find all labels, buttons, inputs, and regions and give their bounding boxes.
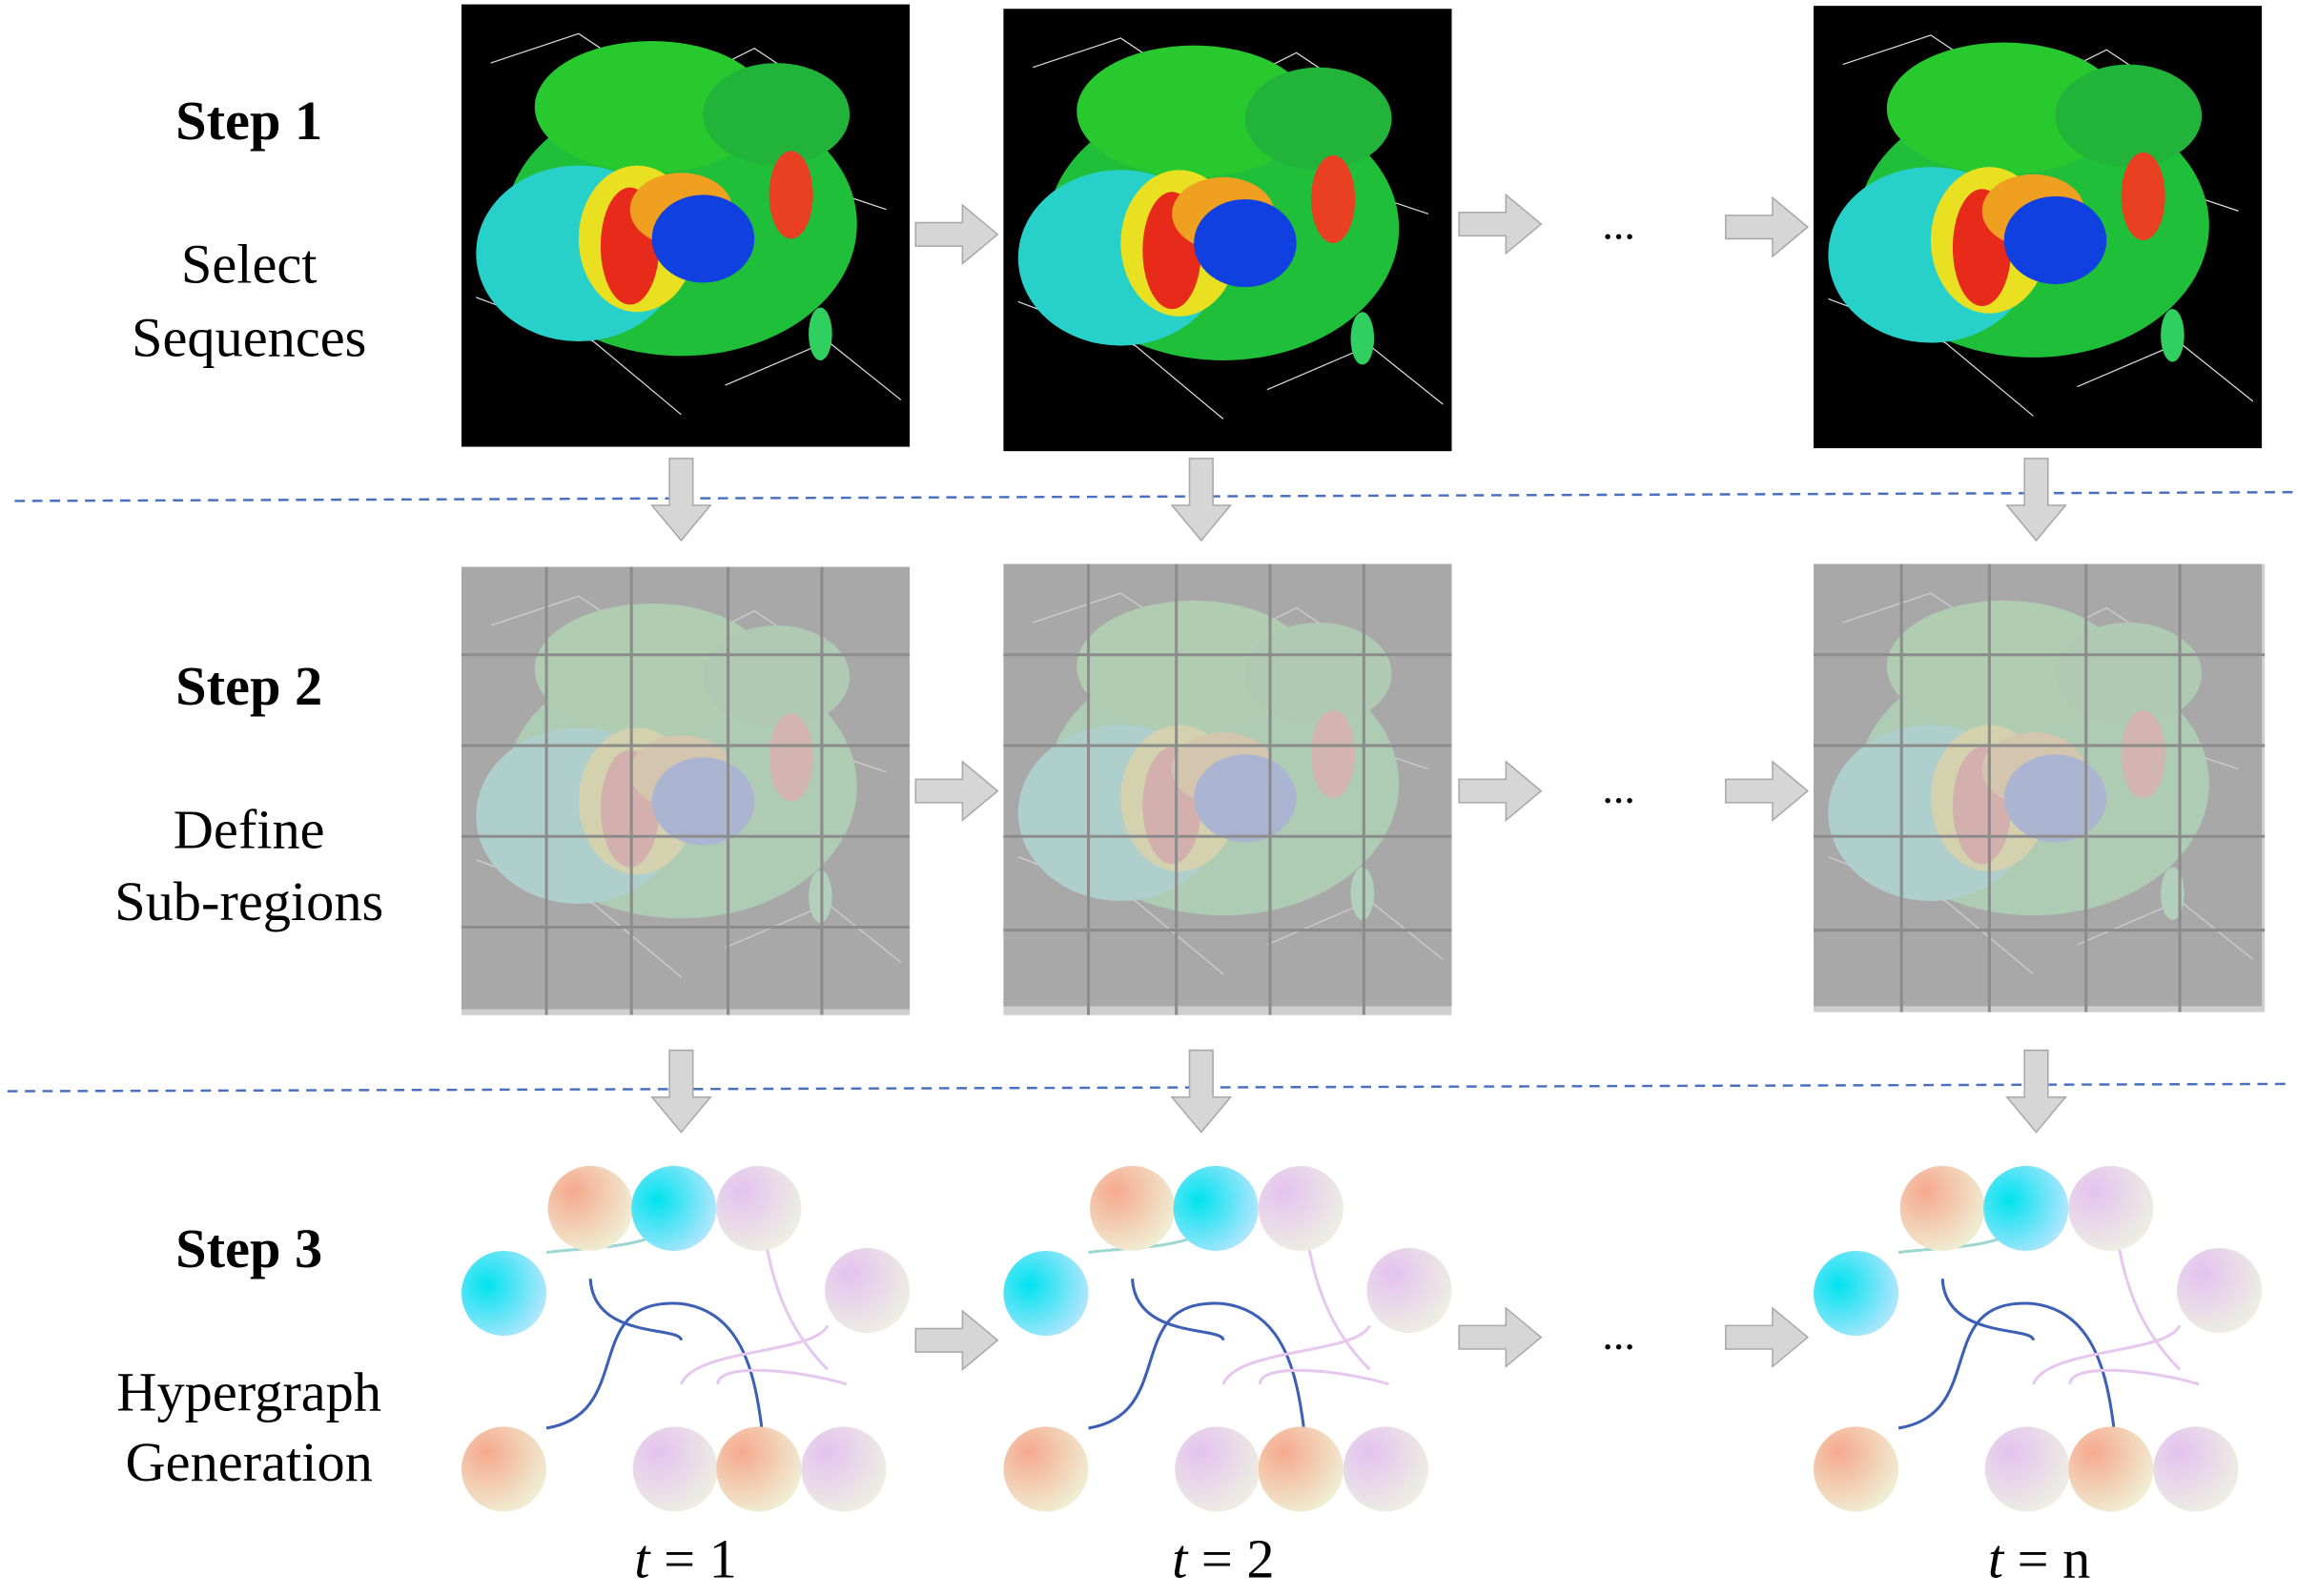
time-label: t = 1 (634, 1528, 737, 1590)
ellipsis: ... (1602, 199, 1635, 248)
radar-images (461, 3, 2263, 452)
time-symbol: t (1988, 1528, 2005, 1590)
ellipsis: ... (1602, 1310, 1635, 1359)
step-desc: Select (181, 234, 318, 296)
step-labels: Step 1 Select Sequences Step 2 Define Su… (114, 90, 383, 1493)
time-label: t = 2 (1172, 1528, 1275, 1590)
step-desc: Define (174, 799, 325, 861)
step-desc: Generation (126, 1431, 373, 1493)
time-symbol: t (1172, 1528, 1189, 1590)
step-title: Step 3 (175, 1217, 322, 1279)
time-symbol: t (634, 1528, 651, 1590)
step-title: Step 2 (175, 655, 322, 717)
time-value: = 1 (664, 1528, 737, 1590)
step-desc: Sub-regions (114, 870, 383, 932)
time-value: = 2 (1201, 1528, 1275, 1590)
step-desc: Hypergraph (116, 1361, 381, 1422)
time-labels: t = 1 t = 2 t = n (634, 1528, 2090, 1590)
hypergraphs (460, 1164, 2264, 1514)
step-title: Step 1 (175, 90, 322, 152)
step-desc: Sequences (132, 306, 366, 368)
ellipses: ... ... ... (1602, 199, 1635, 1359)
time-label: t = n (1988, 1528, 2091, 1590)
time-value: = n (2018, 1528, 2091, 1590)
sub-region-images (461, 563, 2266, 1015)
ellipsis: ... (1602, 764, 1635, 812)
